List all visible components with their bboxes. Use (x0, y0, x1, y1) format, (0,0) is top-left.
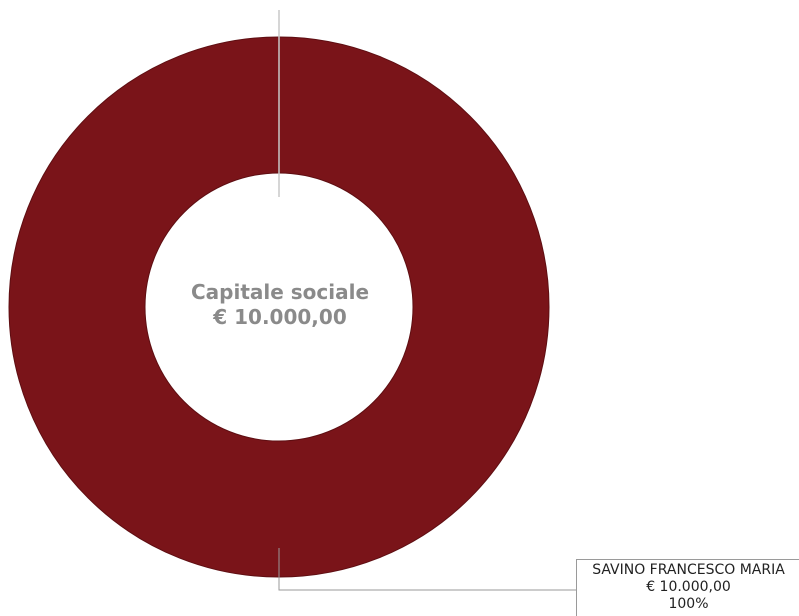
callout-leader-line (278, 548, 576, 591)
donut-center-label: Capitale sociale € 10.000,00 (180, 280, 380, 330)
center-title: Capitale sociale (190, 280, 370, 304)
slice-callout: SAVINO FRANCESCO MARIA € 10.000,00 100% (576, 559, 799, 616)
slice-callout-label: SAVINO FRANCESCO MARIA (592, 562, 785, 578)
slice-callout-value: € 10.000,00 (646, 579, 731, 595)
slice-callout-percent: 100% (668, 596, 709, 612)
center-value: € 10.000,00 (213, 305, 347, 329)
donut-slice-0[interactable] (8, 36, 550, 578)
